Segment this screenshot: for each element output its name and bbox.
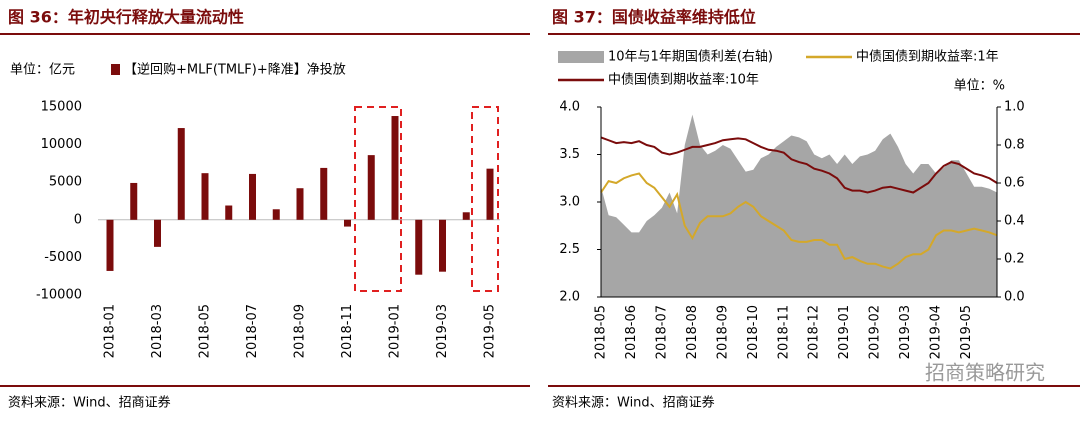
bar [106, 219, 114, 271]
x-tick-label: 2018-08 [685, 305, 700, 359]
bar [249, 173, 256, 220]
bar [272, 209, 280, 220]
source: 资料来源：Wind、招商证券 [552, 395, 715, 411]
y-tick-label: 2.5 [559, 242, 580, 257]
x-tick-label: 2019-01 [388, 304, 403, 358]
legend-swatch [111, 64, 120, 75]
x-tick-label: 2018-05 [594, 305, 609, 359]
legend-swatch [558, 51, 604, 63]
x-tick-label: 2018-09 [715, 305, 730, 359]
x-tick-label: 2019-03 [435, 304, 450, 358]
watermark: 招商策略研究 [925, 361, 1045, 385]
y-tick-label: 3.0 [559, 195, 580, 210]
x-tick-label: 2018-03 [150, 304, 165, 358]
y2-tick-label: 0.0 [1004, 290, 1025, 305]
bar [391, 116, 399, 220]
x-tick-label: 2018-01 [103, 304, 118, 358]
yield-line [600, 172, 998, 270]
y-tick-label: 4.0 [559, 100, 580, 115]
legend-label: 中债国债到期收益率:1年 [856, 49, 999, 65]
bar [439, 219, 446, 272]
x-tick-label: 2019-03 [898, 305, 913, 359]
bar [486, 168, 494, 220]
chart-title: 图 36：年初央行释放大量流动性 [8, 8, 244, 27]
y2-tick-label: 0.6 [1004, 176, 1025, 191]
spread-area [601, 114, 997, 297]
y-tick-label: 2.0 [559, 290, 580, 305]
unit-label: 单位：% [954, 79, 1005, 94]
y2-tick-label: 0.4 [1004, 214, 1025, 229]
bar [462, 212, 470, 220]
y-tick-label: -5000 [44, 250, 82, 265]
x-tick-label: 2019-04 [929, 305, 944, 359]
x-tick-label: 2018-11 [340, 304, 355, 358]
bar [225, 205, 233, 220]
y-tick-label: -10000 [36, 288, 82, 303]
x-tick-label: 2018-07 [245, 304, 260, 358]
y-tick-label: 15000 [41, 100, 82, 115]
bar [130, 182, 138, 220]
x-tick-label: 2018-10 [746, 305, 761, 359]
bar [296, 188, 304, 220]
bar [415, 219, 423, 275]
x-tick-label: 2018-12 [807, 305, 822, 359]
x-tick-label: 2019-02 [868, 305, 883, 359]
legend-label: 【逆回购+MLF(TMLF)+降准】净投放 [124, 62, 346, 78]
y-tick-label: 0 [74, 212, 82, 227]
bar [344, 219, 351, 227]
x-tick-label: 2019-01 [837, 305, 852, 359]
legend-label: 中债国债到期收益率:10年 [608, 72, 759, 88]
y-tick-label: 3.5 [559, 147, 580, 162]
y-tick-label: 10000 [41, 137, 82, 152]
bar [367, 155, 375, 220]
legend-label: 10年与1年期国债利差(右轴) [608, 50, 773, 65]
bar [320, 167, 328, 220]
x-tick-label: 2018-05 [198, 304, 213, 358]
y-tick-label: 5000 [49, 175, 82, 190]
yield-line [600, 136, 998, 194]
x-tick-label: 2018-07 [654, 305, 669, 359]
chart-title: 图 37：国债收益率维持低位 [552, 8, 756, 27]
x-tick-label: 2019-05 [483, 304, 498, 358]
x-tick-label: 2018-11 [776, 305, 791, 359]
source: 资料来源：Wind、招商证券 [8, 395, 171, 411]
highlight-box [354, 106, 402, 292]
x-tick-label: 2018-06 [624, 305, 639, 359]
unit-label: 单位：亿元 [10, 63, 75, 78]
bar [201, 173, 209, 220]
bar [154, 219, 161, 247]
bar [177, 128, 185, 220]
x-tick-label: 2019-05 [959, 305, 974, 359]
x-tick-label: 2018-09 [293, 304, 308, 358]
y2-tick-label: 1.0 [1004, 100, 1025, 115]
y2-tick-label: 0.8 [1004, 138, 1025, 153]
y2-tick-label: 0.2 [1004, 252, 1025, 267]
highlight-box [471, 106, 499, 292]
